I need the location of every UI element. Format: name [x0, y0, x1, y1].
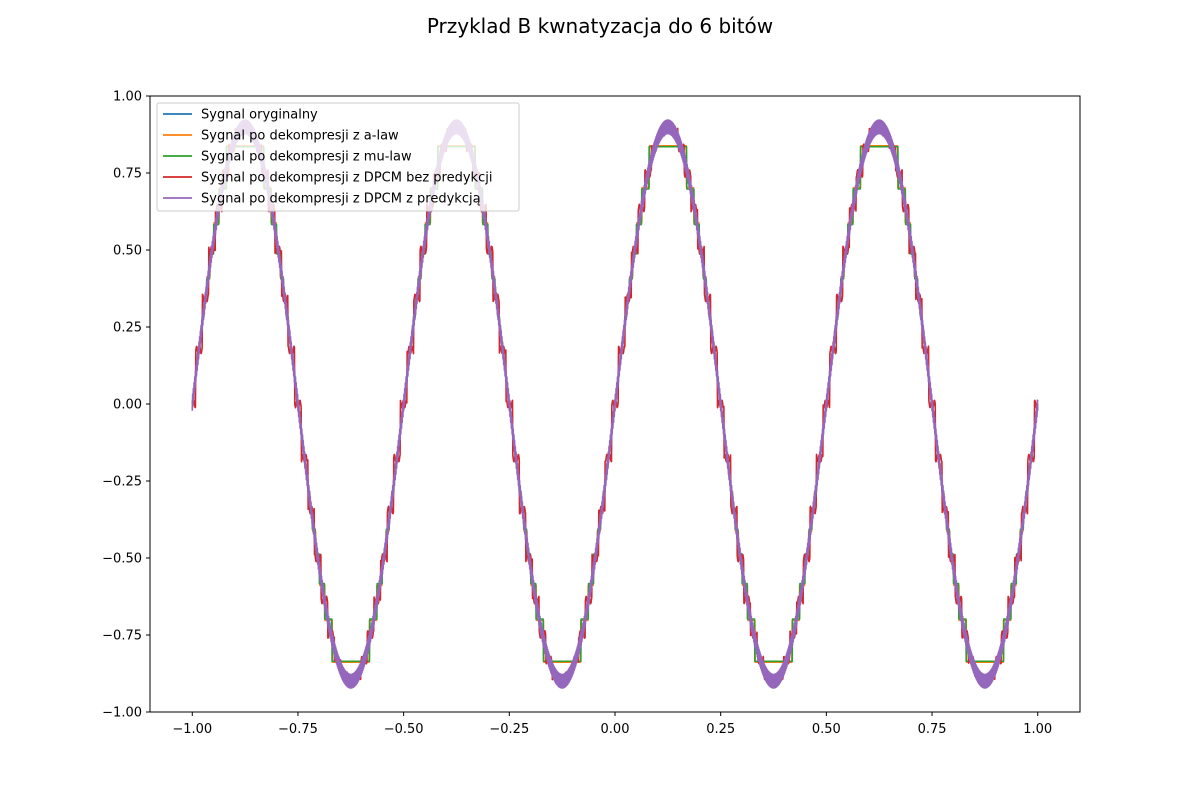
x-tick-label: −0.50	[384, 722, 424, 737]
y-tick-label: 0.00	[113, 398, 142, 413]
legend-label-original: Sygnal oryginalny	[201, 108, 318, 123]
x-tick-label: −0.25	[489, 722, 529, 737]
y-tick-label: −1.00	[102, 706, 142, 721]
y-axis: 1.00 0.75 0.50 0.25 0.00 −0.25 −0.50 −0.75 −1.00	[102, 90, 150, 721]
y-tick-label: 0.50	[113, 244, 142, 259]
x-tick-label: 0.50	[812, 722, 841, 737]
legend-label-dpcm-pred: Sygnal po dekompresji z DPCM z predykcją	[201, 192, 481, 207]
x-tick-label: 0.00	[601, 722, 630, 737]
x-axis: −1.00 −0.75 −0.50 −0.25 0.00 0.25 0.50 0.75 1.00	[172, 712, 1052, 737]
x-tick-label: 1.00	[1023, 722, 1052, 737]
y-tick-label: −0.25	[102, 475, 142, 490]
chart-title: Przyklad B kwnatyzacja do 6 bitów	[426, 14, 774, 38]
y-tick-label: 1.00	[113, 90, 142, 105]
y-tick-label: 0.75	[113, 167, 142, 182]
y-tick-label: −0.50	[102, 552, 142, 567]
x-tick-label: 0.75	[918, 722, 947, 737]
x-tick-label: 0.25	[706, 722, 735, 737]
legend-label-a-law: Sygnal po dekompresji z a-law	[201, 129, 399, 144]
x-tick-label: −0.75	[278, 722, 318, 737]
legend-label-dpcm: Sygnal po dekompresji z DPCM bez predykc…	[201, 171, 492, 186]
x-tick-label: −1.00	[172, 722, 212, 737]
legend-label-mu-law: Sygnal po dekompresji z mu-law	[201, 150, 412, 165]
y-tick-label: −0.75	[102, 629, 142, 644]
legend-box	[156, 102, 520, 212]
y-tick-label: 0.25	[113, 321, 142, 336]
series-line-dpcm-pred	[191, 119, 1039, 689]
legend: Sygnal oryginalny Sygnal po dekompresji z…	[156, 102, 520, 212]
series-layer	[191, 119, 1039, 689]
